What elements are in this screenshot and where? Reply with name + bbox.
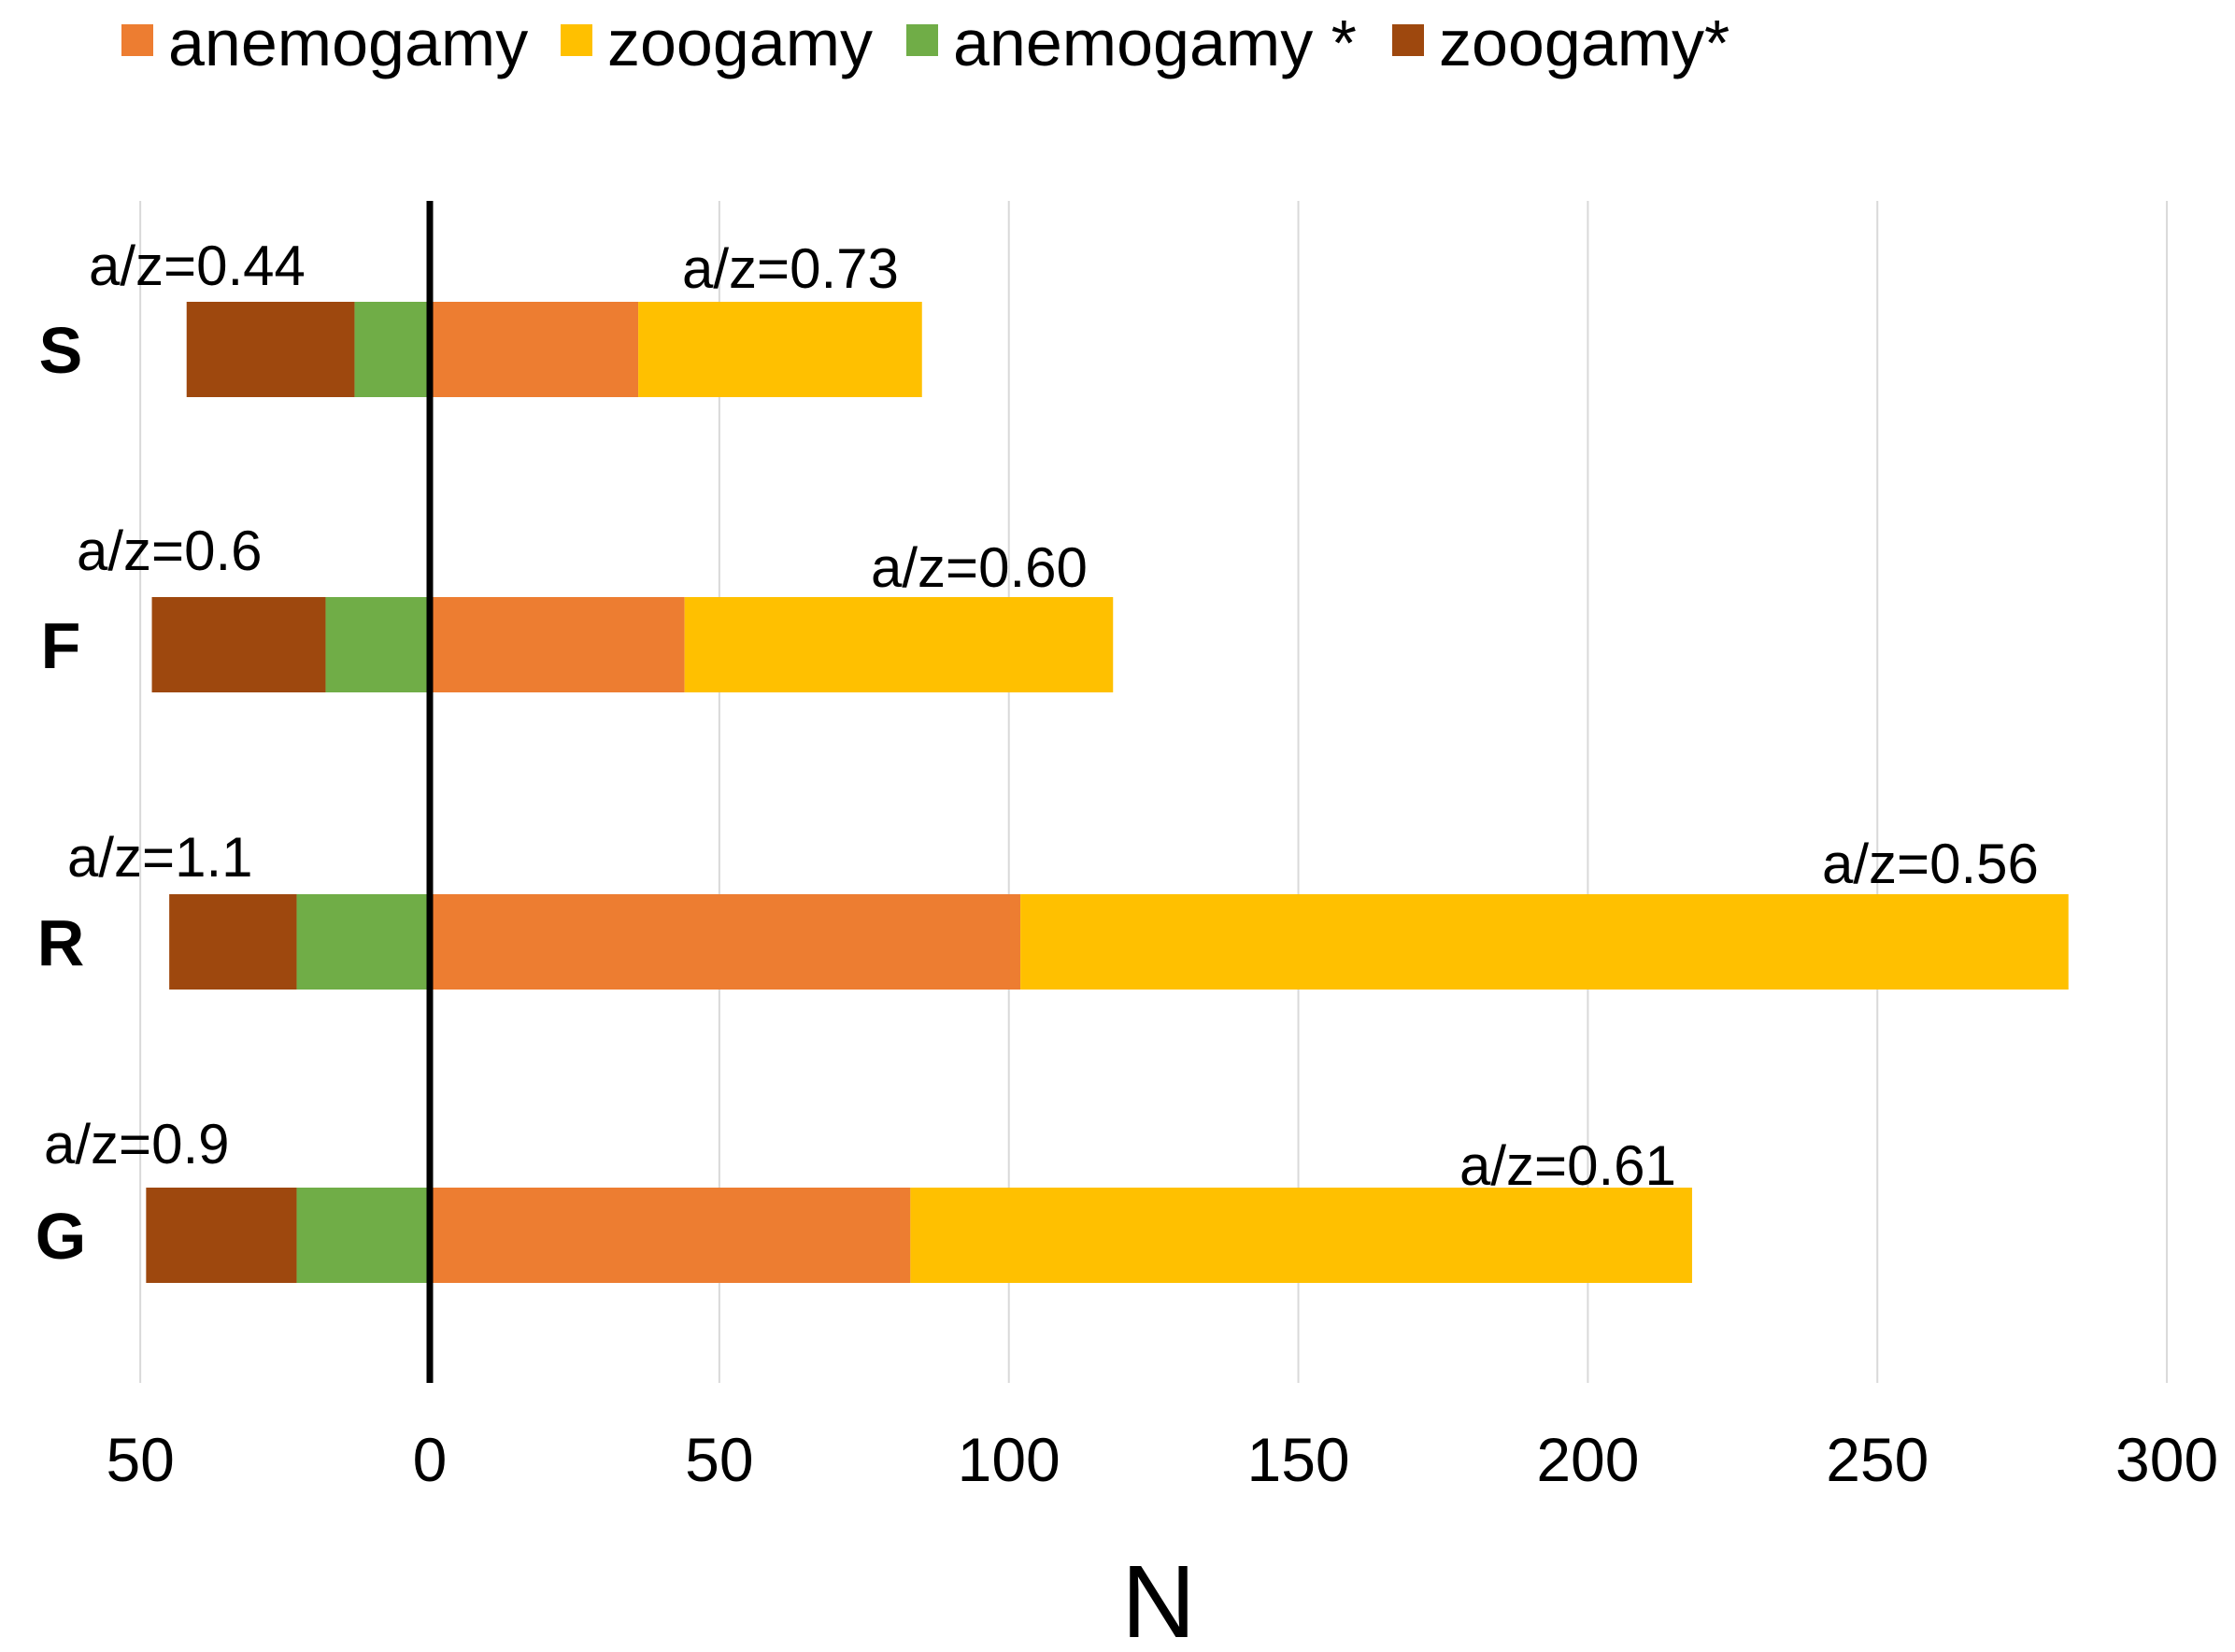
x-tick-labels: 50 0 50 100 150 200 250 300 <box>106 1425 2218 1494</box>
bar-G-anemogamy-star <box>296 1188 430 1283</box>
legend-label-anemogamy: anemogamy <box>168 7 528 79</box>
legend-label-zoogamy-star: zoogamy* <box>1439 7 1730 79</box>
bar-S-zoogamy-star <box>186 302 355 397</box>
bar-F-anemogamy <box>430 597 685 692</box>
category-label-S: S <box>39 314 83 387</box>
bar-G-zoogamy <box>910 1188 1692 1283</box>
bar-R-anemogamy <box>430 894 1021 990</box>
annotation-right-S: a/z=0.73 <box>682 237 899 300</box>
category-labels: S F R G <box>36 314 86 1273</box>
bar-S-anemogamy <box>430 302 639 397</box>
bar-F-zoogamy-star <box>151 597 326 692</box>
bar-S-zoogamy <box>638 302 922 397</box>
annotation-right-F: a/z=0.60 <box>871 536 1088 599</box>
annotation-right-R: a/z=0.56 <box>1822 833 2039 895</box>
annotation-left-F: a/z=0.6 <box>77 520 263 582</box>
x-tick-label-6: 250 <box>1826 1425 1929 1494</box>
bar-R-anemogamy-star <box>296 894 430 990</box>
bar-G-zoogamy-star <box>146 1188 297 1283</box>
legend-label-anemogamy-star: anemogamy * <box>953 7 1357 79</box>
category-label-F: F <box>41 609 81 682</box>
annotation-right-G: a/z=0.61 <box>1459 1134 1676 1197</box>
legend-label-zoogamy: zoogamy <box>607 7 873 79</box>
category-label-G: G <box>36 1200 86 1273</box>
annotation-left-G: a/z=0.9 <box>44 1113 230 1175</box>
x-tick-label-0: 50 <box>106 1425 174 1494</box>
legend-swatch-anemogamy-star <box>906 24 938 56</box>
bar-R-zoogamy <box>1020 894 2069 990</box>
x-tick-label-1: 0 <box>413 1425 448 1494</box>
annotation-left-R: a/z=1.1 <box>67 826 253 889</box>
x-tick-label-3: 100 <box>958 1425 1061 1494</box>
x-tick-label-4: 150 <box>1246 1425 1349 1494</box>
legend-swatch-zoogamy-star <box>1392 24 1424 56</box>
bar-S-anemogamy-star <box>354 302 430 397</box>
gridlines <box>139 201 2169 1383</box>
annotation-left-S: a/z=0.44 <box>89 235 306 297</box>
bars <box>146 302 2069 1283</box>
bar-R-zoogamy-star <box>169 894 297 990</box>
bar-G-anemogamy <box>430 1188 911 1283</box>
x-tick-label-5: 200 <box>1536 1425 1639 1494</box>
legend-swatch-anemogamy <box>121 24 153 56</box>
legend-swatch-zoogamy <box>561 24 592 56</box>
bar-F-anemogamy-star <box>325 597 430 692</box>
bar-F-zoogamy <box>684 597 1114 692</box>
x-tick-label-7: 300 <box>2115 1425 2218 1494</box>
annotations: a/z=0.44 a/z=0.6 a/z=1.1 a/z=0.9 a/z=0.73 a/z… <box>44 235 2039 1197</box>
category-label-R: R <box>37 906 85 979</box>
legend: anemogamy zoogamy anemogamy * zoogamy* <box>121 7 1730 79</box>
x-tick-label-2: 50 <box>685 1425 753 1494</box>
x-axis-title: N <box>1121 1545 1195 1652</box>
